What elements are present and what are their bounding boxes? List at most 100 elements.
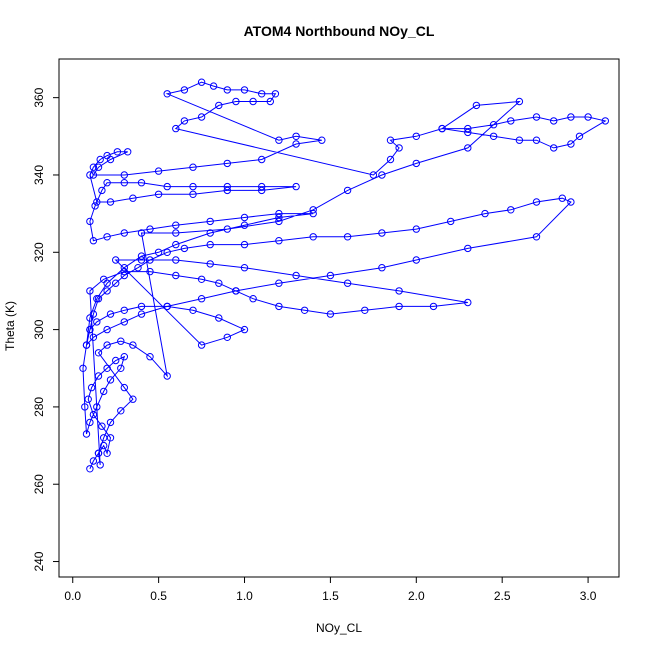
- data-point: [86, 217, 94, 226]
- data-point: [137, 179, 146, 187]
- data-point: [575, 132, 584, 141]
- data-point: [120, 229, 129, 237]
- data-point: [120, 264, 129, 272]
- data-point: [172, 124, 180, 133]
- data-point: [326, 271, 335, 280]
- data-point: [112, 279, 120, 287]
- data-point: [249, 295, 257, 303]
- data-point: [172, 229, 180, 237]
- data-point: [146, 256, 154, 264]
- data-point: [223, 225, 232, 233]
- data-point: [275, 302, 283, 311]
- x-tick-label: 3.0: [580, 589, 597, 603]
- data-point: [120, 353, 129, 361]
- data-point: [343, 279, 352, 287]
- data-point: [172, 271, 180, 280]
- data-point: [361, 306, 369, 314]
- data-point: [215, 314, 223, 322]
- data-point: [412, 225, 420, 233]
- data-point: [93, 318, 101, 326]
- x-tick-label: 1.0: [236, 589, 253, 603]
- x-axis: 0.0 0.5 1.0 1.5 2.0 2.5 3.0: [64, 576, 597, 603]
- data-point: [86, 325, 94, 334]
- data-point: [472, 101, 481, 110]
- data-point: [94, 349, 103, 357]
- data-point: [412, 132, 420, 141]
- data-point: [240, 221, 249, 229]
- data-point: [120, 318, 129, 326]
- data-point: [206, 217, 214, 226]
- data-point: [146, 353, 154, 361]
- data-point: [240, 213, 249, 222]
- data-point: [378, 229, 386, 237]
- y-axis: 240 260 280 300 320 340 360: [32, 87, 60, 572]
- y-axis-label: Theta (K): [3, 301, 17, 351]
- data-point: [412, 256, 420, 264]
- data-point: [223, 159, 232, 168]
- data-point: [100, 441, 108, 450]
- data-point: [464, 298, 472, 307]
- data-point: [120, 271, 129, 280]
- data-point: [240, 325, 249, 334]
- data-point: [100, 275, 108, 283]
- data-point: [89, 457, 98, 465]
- data-point: [106, 155, 115, 164]
- data-point: [343, 233, 352, 241]
- data-point: [429, 302, 438, 311]
- data-point: [378, 171, 386, 179]
- x-tick-label: 1.5: [322, 589, 339, 603]
- data-point: [120, 171, 129, 179]
- data-point: [481, 209, 489, 218]
- data-point: [550, 117, 558, 125]
- data-point: [197, 113, 206, 121]
- data-point: [223, 86, 232, 94]
- data-point: [89, 410, 98, 419]
- data-point: [100, 387, 108, 396]
- data-point: [215, 279, 223, 287]
- data-point: [86, 287, 94, 295]
- data-point: [137, 302, 146, 311]
- data-point: [292, 132, 300, 141]
- data-point: [275, 213, 283, 222]
- data-point: [103, 233, 111, 241]
- data-point: [180, 86, 189, 94]
- data-point: [93, 295, 101, 303]
- data-point: [567, 198, 575, 206]
- data-point: [558, 194, 566, 202]
- data-point: [240, 264, 249, 272]
- data-point: [163, 182, 171, 191]
- data-point: [87, 383, 96, 392]
- data-point: [292, 182, 300, 191]
- data-point: [180, 244, 189, 253]
- data-point: [189, 190, 197, 199]
- data-point: [412, 159, 420, 168]
- data-point: [464, 244, 472, 253]
- data-point: [395, 302, 403, 311]
- data-point: [206, 229, 214, 237]
- series-layer: [79, 78, 609, 473]
- data-point: [507, 117, 515, 125]
- data-point: [240, 240, 249, 249]
- data-point: [103, 341, 111, 349]
- data-point: [223, 333, 232, 341]
- data-point: [532, 136, 541, 144]
- data-point: [106, 376, 115, 384]
- data-point: [103, 325, 111, 334]
- data-point: [240, 86, 249, 94]
- data-point: [84, 395, 92, 403]
- data-point: [464, 144, 472, 152]
- data-point: [96, 155, 104, 164]
- data-point: [79, 364, 87, 372]
- x-tick-label: 2.0: [408, 589, 425, 603]
- data-point: [532, 233, 541, 241]
- data-point: [292, 140, 300, 148]
- data-series: [79, 78, 609, 473]
- data-point: [309, 233, 317, 241]
- data-point: [309, 209, 317, 218]
- data-point: [120, 383, 129, 392]
- data-point: [113, 148, 122, 156]
- data-point: [137, 310, 146, 318]
- data-point: [438, 124, 446, 133]
